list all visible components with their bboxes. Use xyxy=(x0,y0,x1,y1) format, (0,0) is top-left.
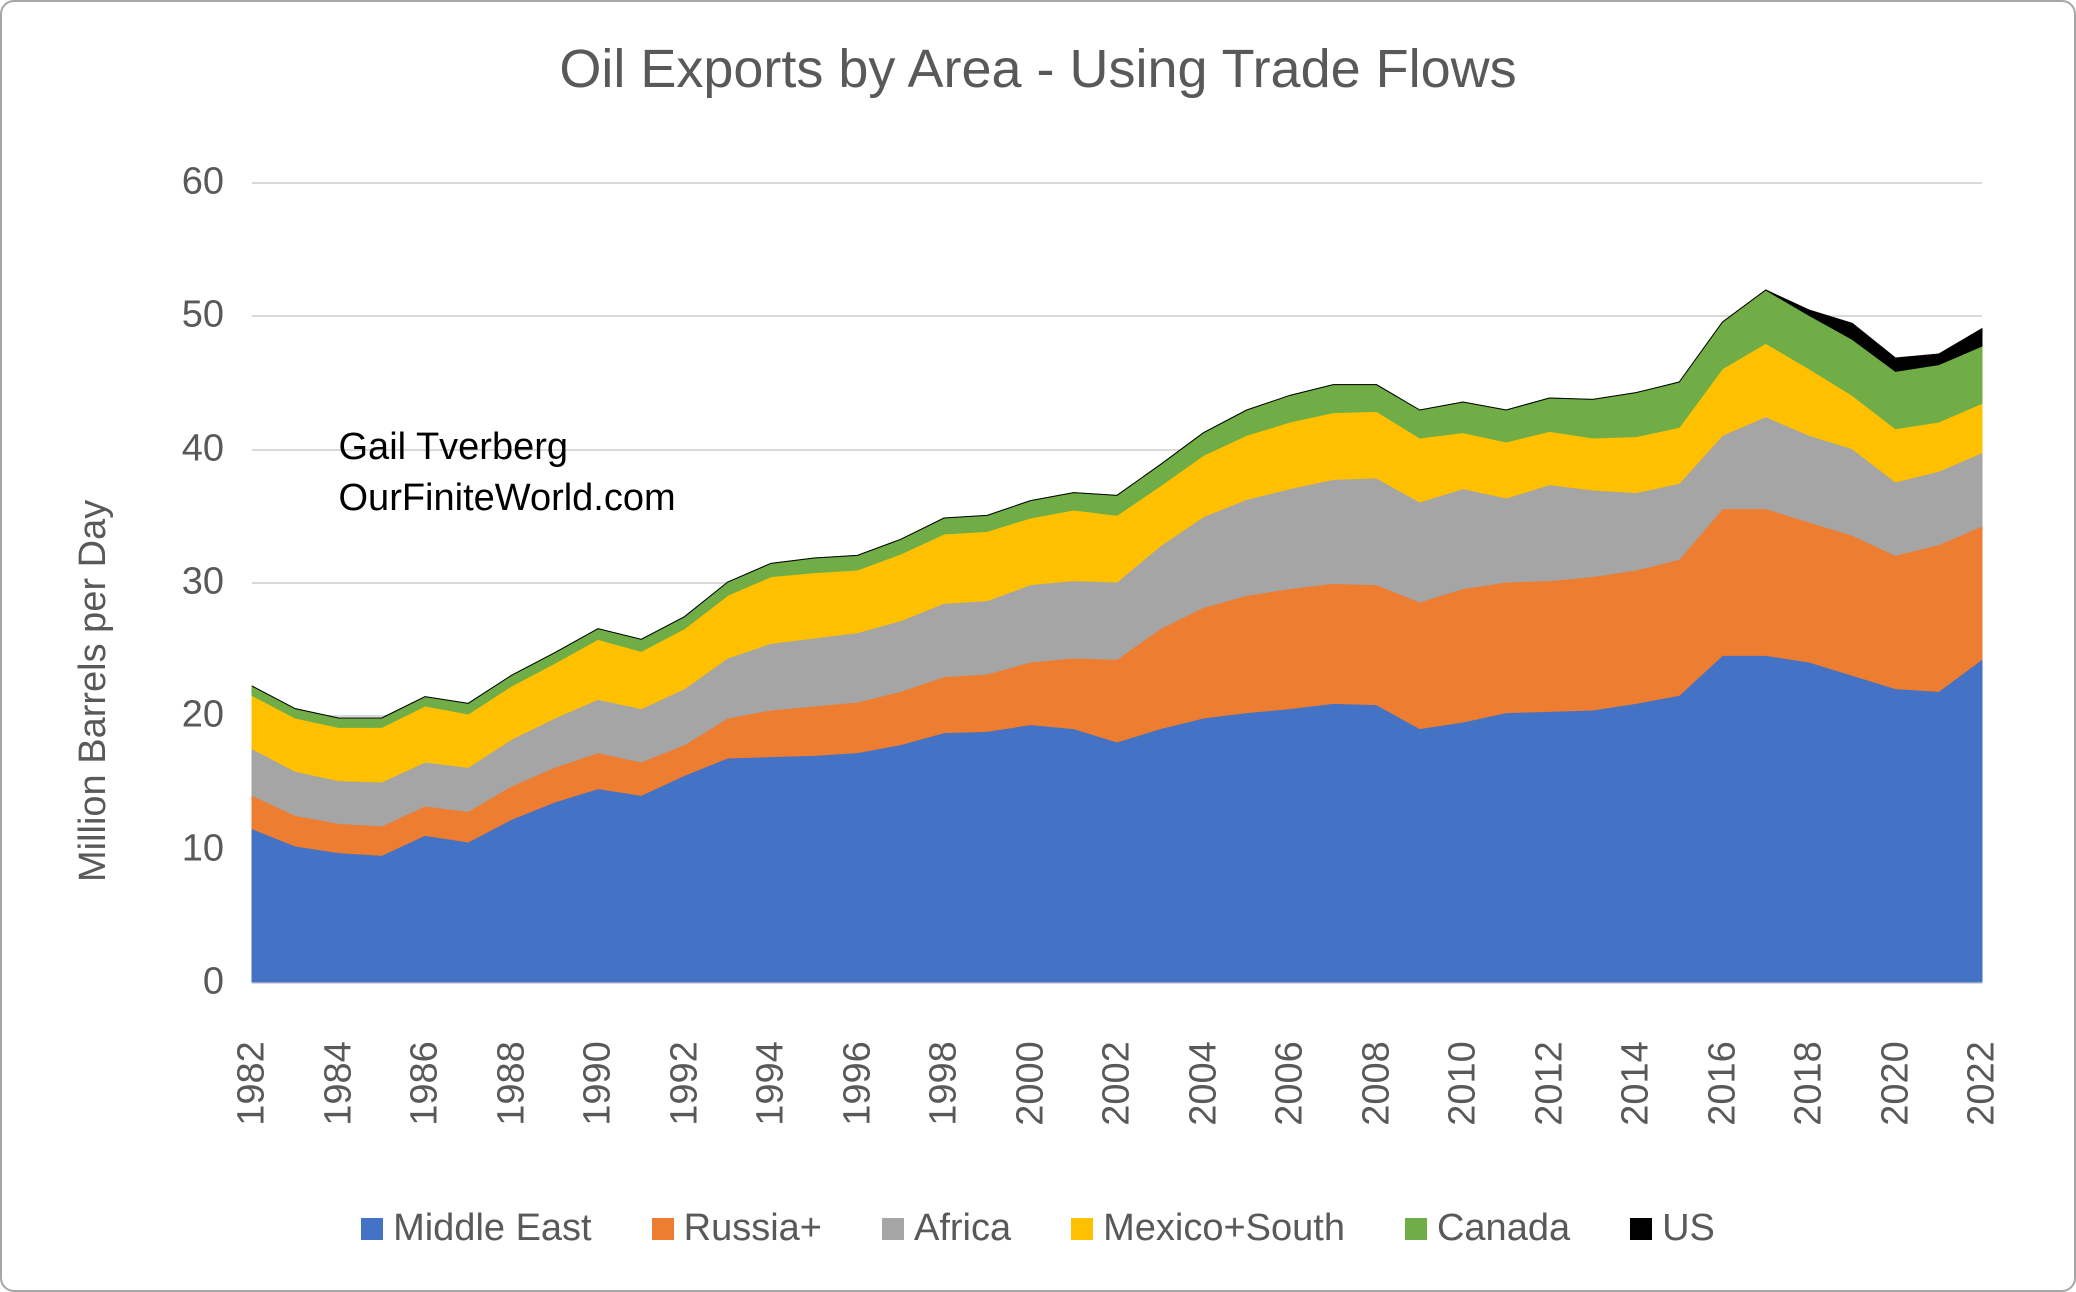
legend: Middle East Russia+ Africa Mexico+South Cana… xyxy=(2,1207,2074,1250)
legend-item: Mexico+South xyxy=(1071,1207,1345,1250)
y-tick-label: 40 xyxy=(164,427,224,470)
legend-label: Canada xyxy=(1437,1207,1570,1250)
y-tick-label: 60 xyxy=(164,161,224,204)
legend-item: Africa xyxy=(882,1207,1011,1250)
x-tick-label: 1984 xyxy=(317,1024,360,1144)
x-tick-label: 1998 xyxy=(923,1024,966,1144)
y-tick-label: 20 xyxy=(164,694,224,737)
legend-label: Mexico+South xyxy=(1103,1207,1345,1250)
x-tick-label: 2008 xyxy=(1355,1024,1398,1144)
legend-swatch-icon xyxy=(1071,1218,1093,1240)
x-tick-label: 2016 xyxy=(1701,1024,1744,1144)
annotation-line: Gail Tverberg xyxy=(339,422,676,473)
x-tick-label: 2014 xyxy=(1615,1024,1658,1144)
x-tick-label: 2018 xyxy=(1788,1024,1831,1144)
annotation-line: OurFiniteWorld.com xyxy=(339,473,676,524)
attribution-annotation: Gail TverbergOurFiniteWorld.com xyxy=(339,422,676,525)
x-tick-label: 1982 xyxy=(231,1024,274,1144)
y-tick-label: 50 xyxy=(164,294,224,337)
x-tick-label: 1992 xyxy=(663,1024,706,1144)
legend-swatch-icon xyxy=(652,1218,674,1240)
y-axis-label: Million Barrels per Day xyxy=(72,500,115,882)
x-tick-label: 2022 xyxy=(1961,1024,2004,1144)
legend-item: US xyxy=(1630,1207,1715,1250)
legend-label: Russia+ xyxy=(684,1207,822,1250)
legend-swatch-icon xyxy=(882,1218,904,1240)
x-tick-label: 2002 xyxy=(1096,1024,1139,1144)
x-tick-label: 1996 xyxy=(836,1024,879,1144)
x-tick-label: 2004 xyxy=(1182,1024,1225,1144)
x-tick-label: 1988 xyxy=(490,1024,533,1144)
y-tick-label: 10 xyxy=(164,827,224,870)
x-tick-label: 2000 xyxy=(1009,1024,1052,1144)
x-tick-label: 2010 xyxy=(1442,1024,1485,1144)
legend-swatch-icon xyxy=(361,1218,383,1240)
legend-item: Canada xyxy=(1405,1207,1570,1250)
legend-label: Africa xyxy=(914,1207,1011,1250)
legend-item: Russia+ xyxy=(652,1207,822,1250)
x-tick-label: 1990 xyxy=(577,1024,620,1144)
chart-title: Oil Exports by Area - Using Trade Flows xyxy=(2,38,2074,100)
legend-swatch-icon xyxy=(1630,1218,1652,1240)
stacked-area-plot xyxy=(252,182,1982,982)
x-tick-label: 2020 xyxy=(1874,1024,1917,1144)
y-tick-label: 0 xyxy=(164,961,224,1004)
legend-label: Middle East xyxy=(393,1207,592,1250)
legend-item: Middle East xyxy=(361,1207,592,1250)
y-tick-label: 30 xyxy=(164,561,224,604)
x-tick-label: 2012 xyxy=(1528,1024,1571,1144)
x-tick-label: 2006 xyxy=(1269,1024,1312,1144)
x-tick-label: 1986 xyxy=(404,1024,447,1144)
legend-label: US xyxy=(1662,1207,1715,1250)
x-tick-label: 1994 xyxy=(750,1024,793,1144)
legend-swatch-icon xyxy=(1405,1218,1427,1240)
chart-frame: Oil Exports by Area - Using Trade Flows … xyxy=(0,0,2076,1292)
